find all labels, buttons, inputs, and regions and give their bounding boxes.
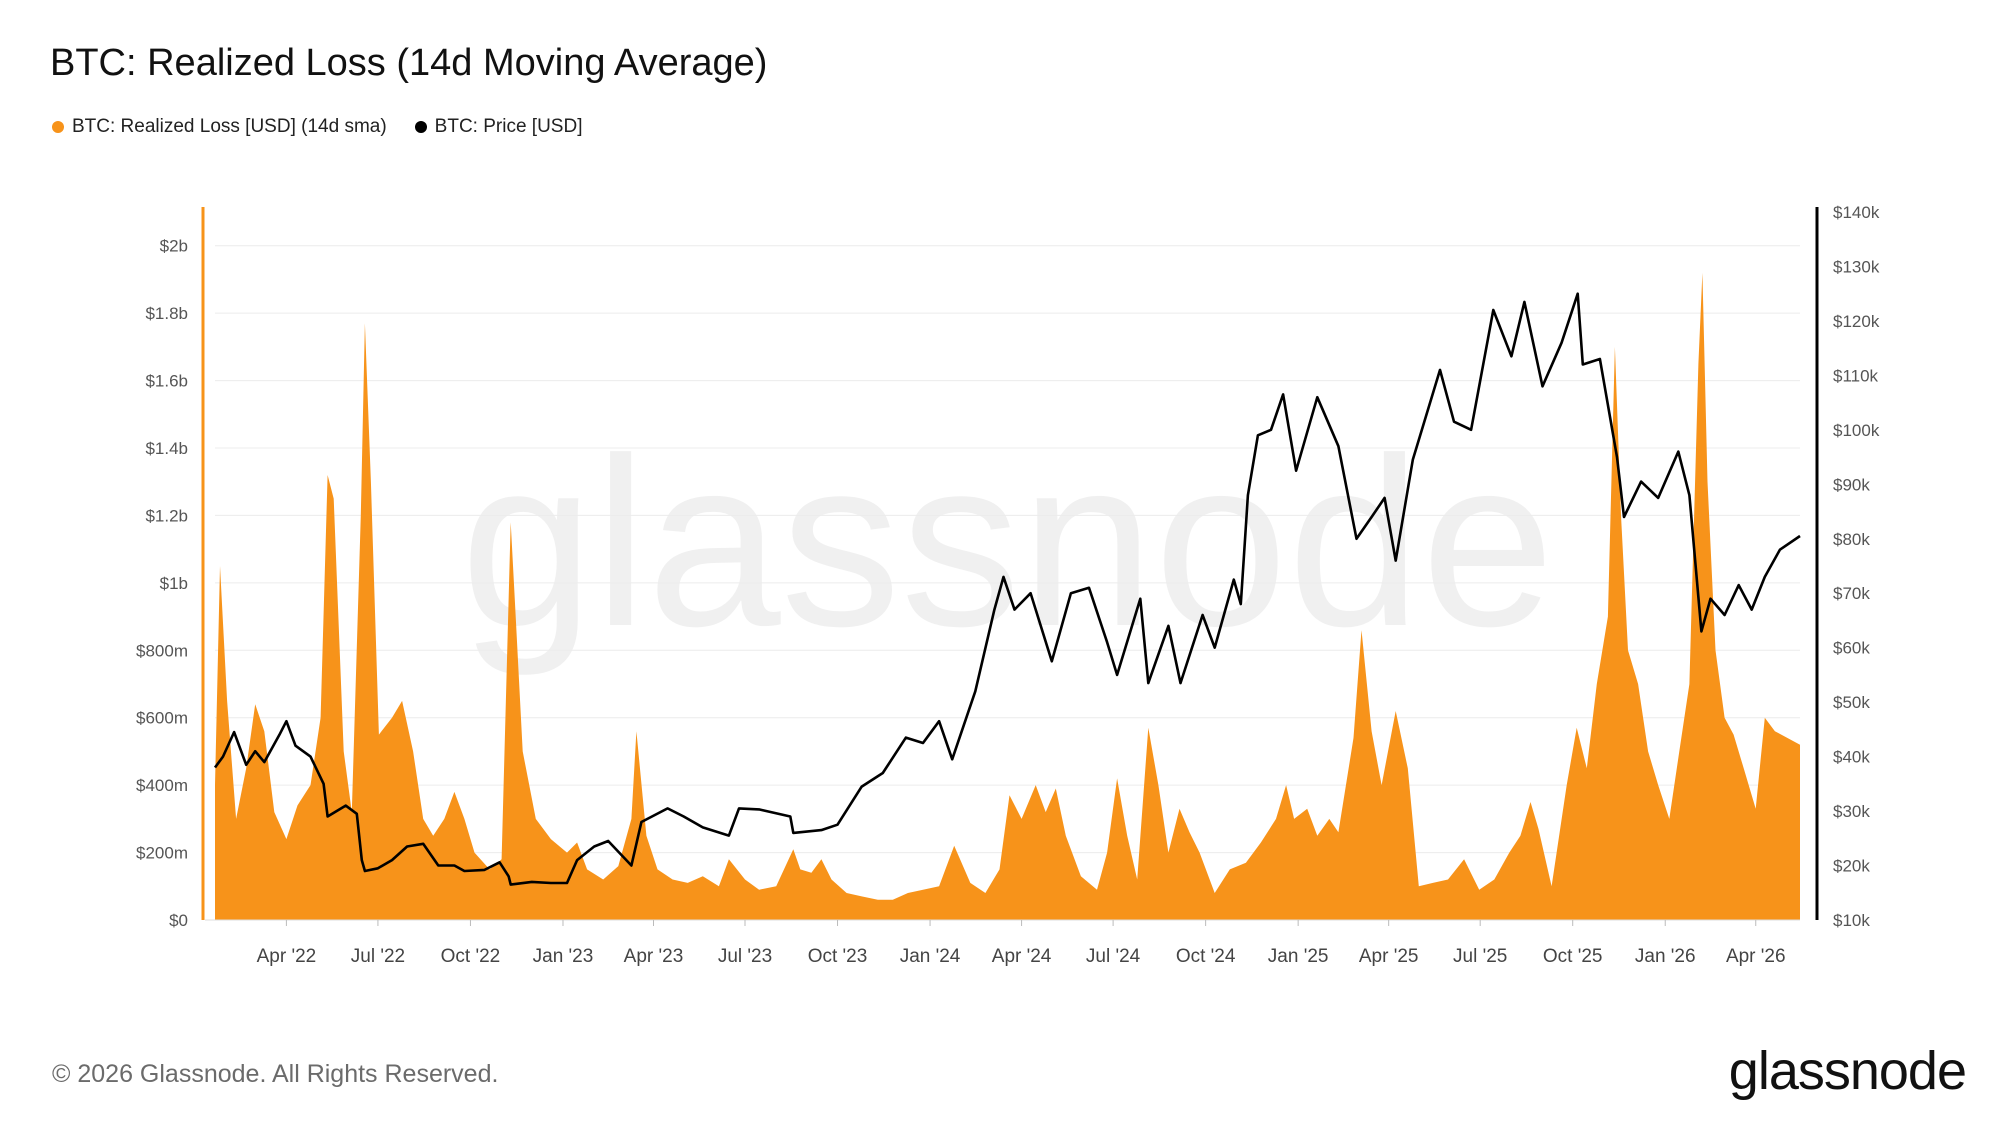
legend-swatch-price bbox=[414, 121, 427, 133]
price-line bbox=[213, 292, 1801, 886]
legend-swatch-realized-loss bbox=[52, 121, 64, 133]
legend-item-price[interactable]: BTC: Price [USD] bbox=[414, 116, 583, 138]
x-tick-label: Oct '25 bbox=[1543, 946, 1603, 967]
x-tick-label: Jan '23 bbox=[533, 946, 594, 967]
y-left-tick-label: $1.8b bbox=[145, 304, 188, 323]
x-tick-label: Apr '23 bbox=[624, 946, 684, 967]
y-left-tick-label: $600m bbox=[136, 709, 188, 728]
x-tick-label: Apr '26 bbox=[1726, 946, 1786, 967]
x-tick-label: Oct '24 bbox=[1176, 946, 1236, 967]
y-right-tick-label: $40k bbox=[1833, 748, 1870, 767]
x-tick-label: Jul '23 bbox=[718, 946, 772, 967]
chart-legend: BTC: Realized Loss [USD] (14d sma) BTC: … bbox=[52, 116, 582, 138]
y-right-tick-label: $120k bbox=[1833, 312, 1880, 331]
y-right-tick-label: $110k bbox=[1833, 366, 1879, 385]
y-left-tick-label: $2b bbox=[160, 237, 188, 256]
y-right-tick-label: $60k bbox=[1833, 639, 1870, 658]
y-left-tick-label: $1b bbox=[160, 574, 188, 593]
x-tick-label: Jan '24 bbox=[900, 946, 961, 967]
x-tick-label: Jan '26 bbox=[1635, 946, 1696, 967]
y-left-tick-label: $0 bbox=[169, 911, 188, 930]
y-right-tick-label: $90k bbox=[1833, 475, 1870, 494]
y-right-tick-label: $80k bbox=[1833, 530, 1870, 549]
x-tick-label: Jul '24 bbox=[1086, 946, 1141, 967]
x-tick-label: Apr '24 bbox=[992, 946, 1052, 967]
y-right-tick-label: $140k bbox=[1833, 203, 1880, 222]
legend-label-realized-loss: BTC: Realized Loss [USD] (14d sma) bbox=[72, 116, 387, 137]
y-right-tick-label: $30k bbox=[1833, 802, 1870, 821]
y-right-tick-label: $50k bbox=[1833, 693, 1870, 712]
x-tick-label: Apr '25 bbox=[1359, 946, 1419, 967]
y-right-tick-label: $10k bbox=[1833, 911, 1870, 930]
y-right-tick-label: $100k bbox=[1833, 421, 1880, 440]
y-left-tick-label: $400m bbox=[136, 776, 188, 795]
watermark-text: glassnode bbox=[460, 408, 1554, 676]
brand-logo: glassnode bbox=[1728, 1041, 1967, 1101]
realized-loss-area bbox=[215, 272, 1800, 920]
legend-label-price: BTC: Price [USD] bbox=[434, 116, 583, 137]
y-left-tick-label: $1.4b bbox=[145, 439, 188, 458]
y-right-tick-label: $130k bbox=[1833, 257, 1880, 276]
legend-item-realized-loss[interactable]: BTC: Realized Loss [USD] (14d sma) bbox=[52, 116, 387, 138]
y-right-tick-label: $20k bbox=[1833, 857, 1870, 876]
y-right-tick-label: $70k bbox=[1833, 584, 1870, 603]
y-left-tick-label: $200m bbox=[136, 844, 188, 863]
x-tick-label: Apr '22 bbox=[257, 946, 317, 967]
x-tick-label: Oct '23 bbox=[808, 946, 868, 967]
y-left-tick-label: $1.6b bbox=[145, 372, 188, 391]
y-left-tick-label: $1.2b bbox=[145, 506, 188, 525]
x-tick-label: Jan '25 bbox=[1268, 946, 1329, 967]
x-tick-label: Jul '22 bbox=[351, 946, 405, 967]
chart-title: BTC: Realized Loss (14d Moving Average) bbox=[50, 42, 768, 84]
x-tick-label: Jul '25 bbox=[1453, 946, 1507, 967]
copyright-footer: © 2026 Glassnode. All Rights Reserved. bbox=[52, 1060, 499, 1088]
x-tick-label: Oct '22 bbox=[441, 946, 501, 967]
y-left-tick-label: $800m bbox=[136, 641, 188, 660]
